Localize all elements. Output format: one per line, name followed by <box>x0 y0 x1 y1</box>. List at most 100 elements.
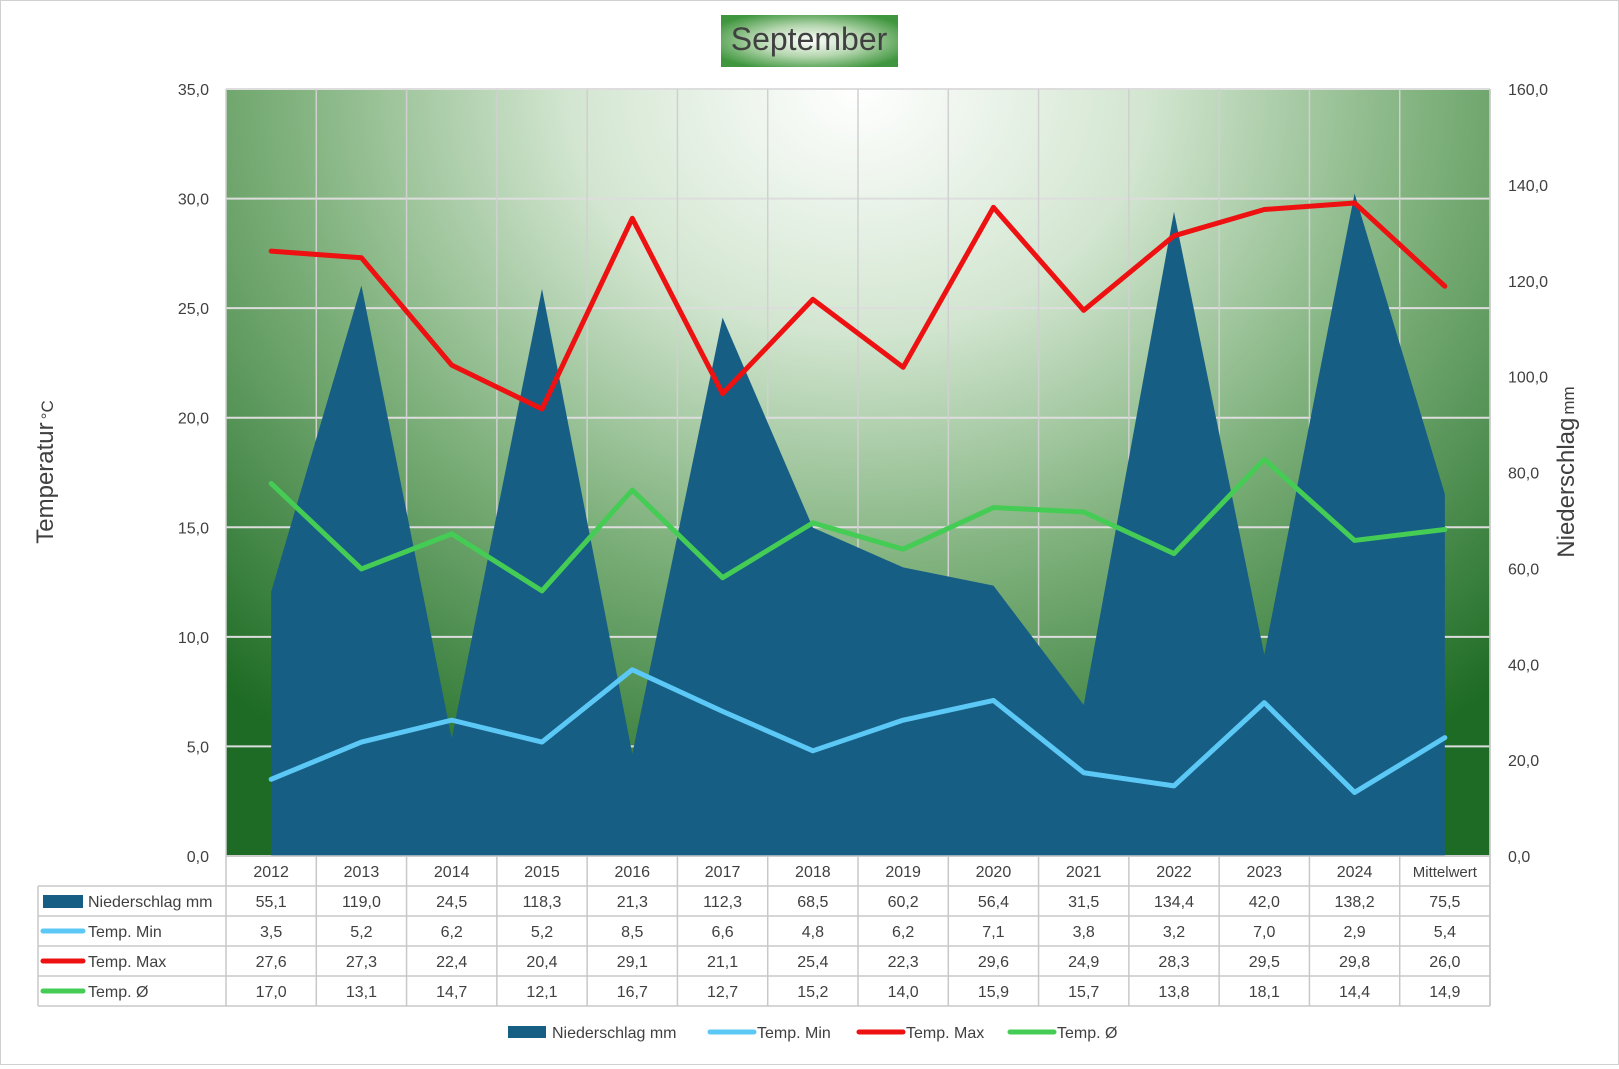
table-cell: 7,1 <box>982 924 1004 941</box>
y-right-tick-label: 140,0 <box>1508 178 1548 195</box>
y-right-tick-label: 20,0 <box>1508 753 1539 770</box>
y-right-axis-title: Niederschlag mm <box>1553 386 1580 557</box>
table-cell: 22,3 <box>888 954 919 971</box>
table-cell: 6,2 <box>441 924 463 941</box>
y-left-tick-label: 25,0 <box>178 301 209 318</box>
table-cell: 24,5 <box>436 894 467 911</box>
y-left-tick-label: 30,0 <box>178 192 209 209</box>
legend-swatch <box>508 1026 546 1038</box>
table-cell: 17,0 <box>256 984 287 1001</box>
table-cell: 2,9 <box>1343 924 1365 941</box>
table-cell: 112,3 <box>703 894 742 911</box>
table-cell: 31,5 <box>1068 894 1099 911</box>
legend-item-temp-avg: Temp. Ø <box>1007 1025 1117 1042</box>
data-table: 2012 2013 2014 2015 2016 2017 2018 2019 2020 2021… <box>37 89 1491 1007</box>
area-layer <box>271 193 1445 856</box>
series-area-niederschlag-mm <box>271 193 1445 856</box>
table-row-niederschlag-mm: Niederschlag mm 55,1 119,0 24,5 118,3 21,3 112… <box>43 894 1461 911</box>
table-cell: 3,2 <box>1163 924 1185 941</box>
y-left-tick-label: 0,0 <box>187 849 209 866</box>
x-tick-label: 2019 <box>885 864 921 881</box>
table-cell: 134,4 <box>1154 894 1194 911</box>
table-row-temp-max: Temp. Max 27,6 27,3 22,4 20,4 29,1 21,1 25,4 22,… <box>40 954 1461 971</box>
table-cell: 25,4 <box>797 954 828 971</box>
y-left-tick-label: 35,0 <box>178 82 209 99</box>
table-cell: 5,4 <box>1434 924 1456 941</box>
y-left-tick-label: 10,0 <box>178 630 209 647</box>
chart-title: September <box>731 21 888 57</box>
table-row-label: Temp. Min <box>88 924 162 941</box>
table-cell: 15,7 <box>1068 984 1099 1001</box>
table-cell: 60,2 <box>888 894 919 911</box>
table-cell: 3,5 <box>260 924 282 941</box>
y-left-tick-label: 5,0 <box>187 739 209 756</box>
table-cell: 14,4 <box>1339 984 1370 1001</box>
table-cell: 138,2 <box>1335 894 1375 911</box>
y-right-axis-label: Niederschlag <box>1553 418 1580 558</box>
table-cell: 119,0 <box>342 894 381 911</box>
x-tick-label: 2022 <box>1156 864 1192 881</box>
legend-item-niederschlag-mm: Niederschlag mm <box>508 1025 676 1042</box>
table-cell: 29,6 <box>978 954 1009 971</box>
legend-item-temp-min: Temp. Min <box>707 1025 831 1042</box>
series-line-temp-max <box>268 200 1448 412</box>
table-cell: 55,1 <box>256 894 287 911</box>
table-cell: 29,5 <box>1249 954 1280 971</box>
y-right-tick-labels: 0,0 20,0 40,0 60,0 80,0 100,0 120,0 140,0 160,0 <box>1508 82 1548 866</box>
table-cell: 15,9 <box>978 984 1009 1001</box>
x-tick-label: 2021 <box>1066 864 1102 881</box>
x-tick-label: 2013 <box>344 864 380 881</box>
table-cell: 6,2 <box>892 924 914 941</box>
legend-label: Temp. Min <box>757 1025 831 1042</box>
table-cell: 14,9 <box>1429 984 1460 1001</box>
table-cell: 14,7 <box>436 984 467 1001</box>
table-cell: 21,3 <box>617 894 648 911</box>
y-right-tick-label: 0,0 <box>1508 849 1530 866</box>
x-tick-label: 2023 <box>1246 864 1282 881</box>
chart-title-box <box>721 15 898 67</box>
series-line-temp-avg <box>268 456 1448 594</box>
y-left-axis-unit: °C <box>38 400 57 419</box>
x-tick-label: 2014 <box>434 864 470 881</box>
legend-label: Niederschlag mm <box>552 1025 676 1042</box>
table-row-label: Temp. Max <box>88 954 166 971</box>
y-left-axis-title: Temperatur °C <box>32 400 59 543</box>
table-cell: 18,1 <box>1249 984 1280 1001</box>
table-cell: 12,1 <box>526 984 557 1001</box>
table-cell: 7,0 <box>1253 924 1275 941</box>
table-cell: 20,4 <box>526 954 557 971</box>
table-cell: 3,8 <box>1073 924 1095 941</box>
table-cell: 13,1 <box>346 984 377 1001</box>
table-row-temp-min: Temp. Min 3,5 5,2 6,2 5,2 8,5 6,6 4,8 6,2 7,1 3,8 3… <box>40 924 1456 941</box>
table-cell: 8,5 <box>621 924 643 941</box>
table-cell: 27,3 <box>346 954 377 971</box>
table-cell: 29,8 <box>1339 954 1370 971</box>
y-left-axis-label: Temperatur <box>32 422 59 543</box>
legend: Niederschlag mm Temp. Min Temp. Max Temp. Ø <box>508 1025 1117 1042</box>
table-cell: 21,1 <box>707 954 738 971</box>
table-cell: 27,6 <box>256 954 287 971</box>
chart-title-group: September <box>721 15 898 67</box>
table-cell: 42,0 <box>1249 894 1280 911</box>
x-tick-label: 2015 <box>524 864 560 881</box>
table-cell: 26,0 <box>1429 954 1460 971</box>
table-cell: 6,6 <box>711 924 733 941</box>
table-cell: 13,8 <box>1158 984 1189 1001</box>
x-tick-label: 2016 <box>614 864 650 881</box>
legend-label: Temp. Ø <box>1057 1025 1117 1042</box>
table-row-label: Niederschlag mm <box>88 894 212 911</box>
x-tick-label: 2012 <box>253 864 289 881</box>
y-left-tick-label: 15,0 <box>178 520 209 537</box>
x-tick-label: 2017 <box>705 864 741 881</box>
table-cell: 14,0 <box>888 984 919 1001</box>
table-cell: 5,2 <box>350 924 372 941</box>
table-swatch-niederschlag-mm <box>43 895 83 908</box>
table-cell: 56,4 <box>978 894 1009 911</box>
y-left-tick-label: 20,0 <box>178 411 209 428</box>
y-right-axis-unit: mm <box>1559 386 1578 414</box>
table-cell: 28,3 <box>1158 954 1189 971</box>
y-right-tick-label: 160,0 <box>1508 82 1548 99</box>
y-right-tick-label: 80,0 <box>1508 466 1539 483</box>
